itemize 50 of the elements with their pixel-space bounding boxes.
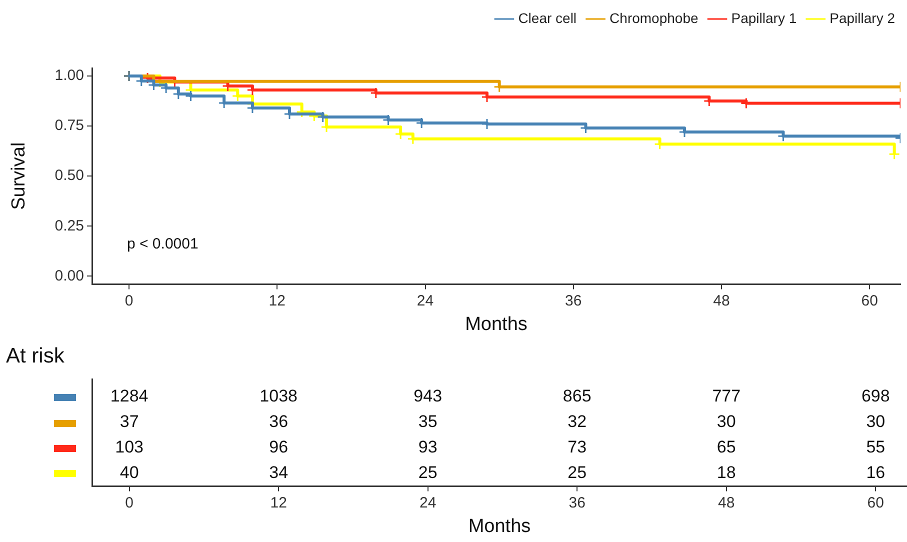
y-axis-title: Survival — [8, 142, 30, 210]
y-tick-label: 0.75 — [54, 117, 84, 134]
data-label: 35 — [418, 412, 438, 432]
legend-label: Clear cell — [518, 10, 577, 26]
x-axis-title: Months — [465, 314, 528, 335]
x-tick-label: 24 — [420, 494, 436, 512]
data-label: 1038 — [260, 386, 298, 406]
legend-label: Papillary 1 — [731, 10, 797, 26]
data-label: 698 — [861, 386, 890, 406]
annotation: p < 0.0001 — [127, 235, 198, 252]
x-tick-label: 48 — [718, 494, 735, 512]
data-label: 25 — [568, 463, 587, 482]
data-label: 55 — [866, 438, 886, 457]
x-tick-label: 60 — [861, 292, 878, 310]
data-label: 40 — [120, 463, 139, 482]
y-tick-label: 0.25 — [54, 217, 84, 234]
x-axis-title: Months — [468, 516, 531, 537]
data-label: 34 — [269, 463, 288, 482]
data-label: 36 — [269, 412, 288, 432]
data-label: 943 — [414, 386, 442, 406]
x-tick-label: 0 — [125, 494, 134, 512]
chart-title: At risk — [6, 344, 65, 368]
data-label: 18 — [716, 463, 736, 482]
data-label: 93 — [418, 438, 438, 457]
legend-label: Papillary 2 — [830, 10, 896, 26]
x-tick-label: 48 — [713, 292, 730, 310]
data-label: 865 — [562, 386, 592, 406]
data-label: 1284 — [110, 386, 148, 406]
data-label: 30 — [866, 412, 886, 432]
data-label: 73 — [568, 438, 587, 457]
y-tick-label: 1.00 — [54, 67, 84, 84]
legend-label: Chromophobe — [610, 10, 698, 26]
data-label: 777 — [712, 386, 741, 406]
x-tick-label: 60 — [867, 494, 884, 512]
x-tick-label: 12 — [270, 494, 287, 512]
data-label: 30 — [716, 412, 736, 432]
x-tick-label: 36 — [565, 292, 582, 310]
data-label: 65 — [716, 438, 736, 457]
data-label: 103 — [115, 438, 144, 457]
data-label: 25 — [418, 463, 438, 482]
data-label: 32 — [568, 412, 587, 432]
y-tick-label: 0.50 — [54, 167, 84, 184]
x-tick-label: 12 — [268, 292, 286, 310]
x-tick-label: 36 — [568, 494, 586, 512]
x-tick-label: 0 — [124, 292, 134, 310]
y-tick-label: 0.00 — [54, 267, 84, 284]
data-label: 16 — [866, 463, 886, 482]
x-tick-label: 24 — [416, 292, 434, 310]
data-label: 96 — [269, 438, 288, 457]
data-label: 37 — [120, 412, 139, 432]
